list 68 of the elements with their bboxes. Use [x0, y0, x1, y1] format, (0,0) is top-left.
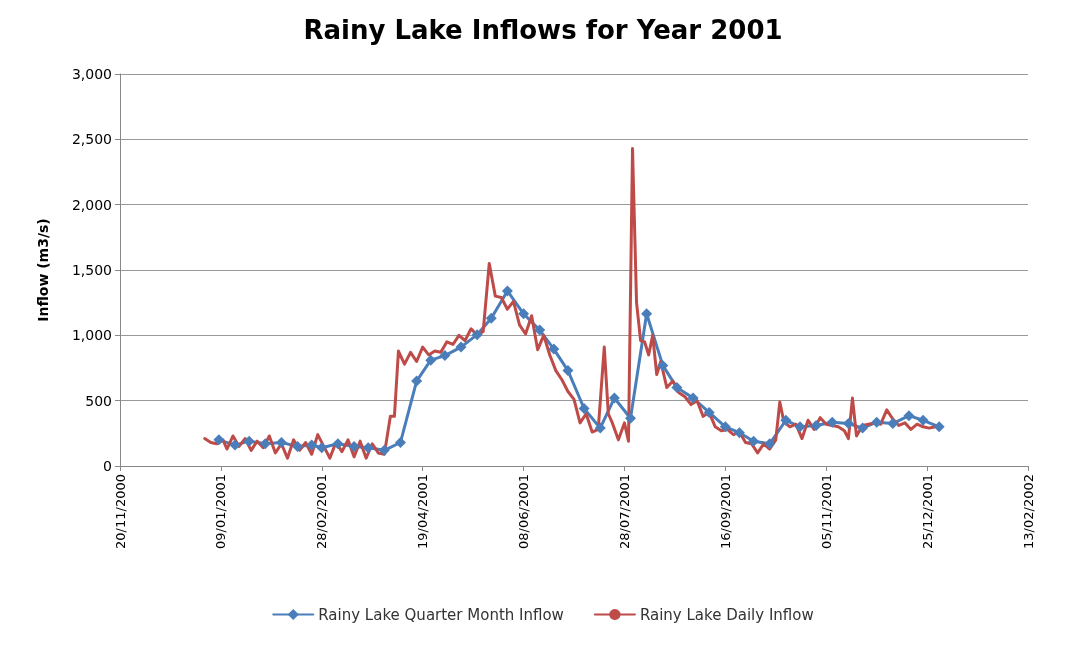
x-tick-label: 28/02/2001: [314, 474, 330, 549]
chart-title: Rainy Lake Inflows for Year 2001: [303, 15, 783, 45]
y-axis-title: Inflow (m3/s): [35, 218, 51, 322]
point: [810, 419, 822, 431]
point: [671, 382, 683, 394]
point: [703, 406, 715, 418]
point: [316, 442, 328, 454]
point: [657, 359, 669, 371]
x-tick-label: 08/06/2001: [516, 474, 532, 549]
y-tick-label: 1,000: [71, 327, 112, 344]
point: [871, 416, 883, 428]
point: [292, 440, 304, 452]
x-tick-label: 20/11/2000: [112, 474, 128, 549]
point: [501, 285, 513, 297]
point: [764, 438, 776, 450]
point: [275, 436, 287, 448]
point: [213, 434, 225, 446]
x-tick-label: 25/12/2001: [919, 474, 935, 549]
point: [857, 422, 869, 434]
point: [594, 422, 606, 434]
point: [394, 436, 406, 448]
y-tick-label: 0: [103, 458, 112, 474]
y-tick-label: 2,500: [71, 131, 112, 148]
point: [425, 354, 437, 366]
point: [608, 392, 620, 404]
x-tick-label: 09/01/2001: [213, 474, 229, 549]
point: [485, 312, 497, 324]
y-tick-label: 500: [85, 392, 112, 409]
point: [411, 375, 423, 387]
point: [471, 329, 483, 341]
point: [348, 440, 360, 452]
x-tick-label: 28/07/2001: [616, 474, 632, 549]
point: [780, 414, 792, 426]
point: [826, 416, 838, 428]
point: [378, 444, 390, 456]
point: [687, 392, 699, 404]
legend-label: Rainy Lake Quarter Month Inflow: [318, 605, 564, 624]
point: [562, 365, 574, 377]
point: [534, 324, 546, 336]
legend-label: Rainy Lake Daily Inflow: [639, 605, 814, 624]
x-tick-label: 05/11/2001: [818, 474, 834, 549]
y-tick-label: 3,000: [71, 66, 112, 82]
y-tick-label: 2,000: [71, 196, 112, 213]
point: [794, 421, 806, 433]
point: [933, 421, 945, 433]
point: [518, 308, 530, 320]
point: [887, 418, 899, 430]
point: [362, 442, 374, 454]
point: [439, 350, 451, 362]
y-tick-label: 1,500: [71, 262, 112, 278]
x-tick-label: 13/02/2002: [1020, 474, 1036, 549]
point: [229, 439, 241, 451]
point: [306, 439, 318, 451]
point: [719, 421, 731, 433]
point: [332, 438, 344, 450]
point: [733, 427, 745, 439]
point: [748, 435, 760, 447]
point: [903, 410, 915, 422]
x-tick-label: 16/09/2001: [717, 474, 733, 549]
point: [625, 412, 636, 424]
point: [917, 414, 929, 426]
point: [842, 418, 854, 430]
x-tick-label: 19/04/2001: [415, 474, 431, 549]
point: [548, 343, 560, 355]
point: [578, 403, 590, 415]
point: [455, 341, 467, 353]
point: [243, 435, 255, 447]
point: [259, 438, 271, 450]
